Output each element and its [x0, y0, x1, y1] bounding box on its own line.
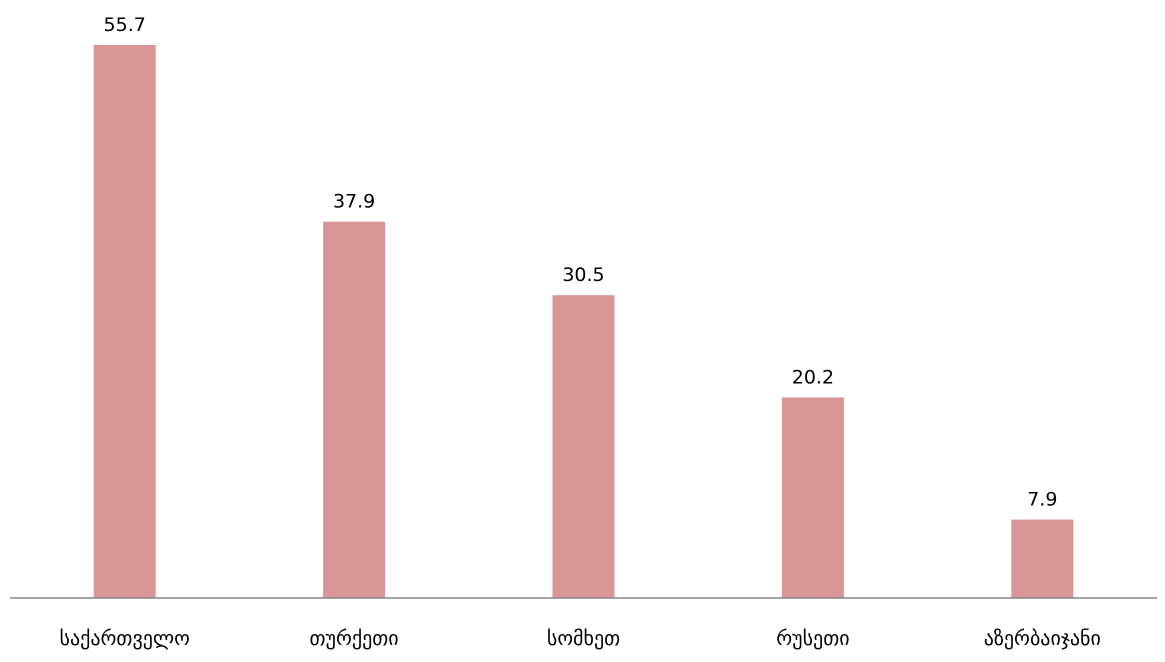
bar-5	[1011, 519, 1074, 598]
value-label-3: 30.5	[562, 264, 604, 286]
value-label-5: 7.9	[1027, 489, 1057, 511]
category-label-3: სომხეთ	[547, 626, 620, 650]
bar-1	[93, 45, 156, 598]
bar-4	[781, 397, 844, 598]
category-label-group: საქართველო თურქეთი სომხეთ რუსეთი აზერბაიჯანი	[60, 626, 1101, 650]
category-label-2: თურქეთი	[310, 626, 399, 650]
bar-3	[552, 295, 615, 598]
bar-group	[93, 45, 1074, 598]
value-label-2: 37.9	[333, 191, 375, 213]
category-label-4: რუსეთი	[776, 626, 849, 650]
value-label-1: 55.7	[104, 14, 146, 36]
value-label-4: 20.2	[792, 366, 834, 388]
category-label-1: საქართველო	[60, 626, 190, 650]
bar-2	[323, 221, 386, 598]
category-label-5: აზერბაიჯანი	[984, 626, 1101, 650]
value-label-group: 55.7 37.9 30.5 20.2 7.9	[104, 14, 1058, 511]
